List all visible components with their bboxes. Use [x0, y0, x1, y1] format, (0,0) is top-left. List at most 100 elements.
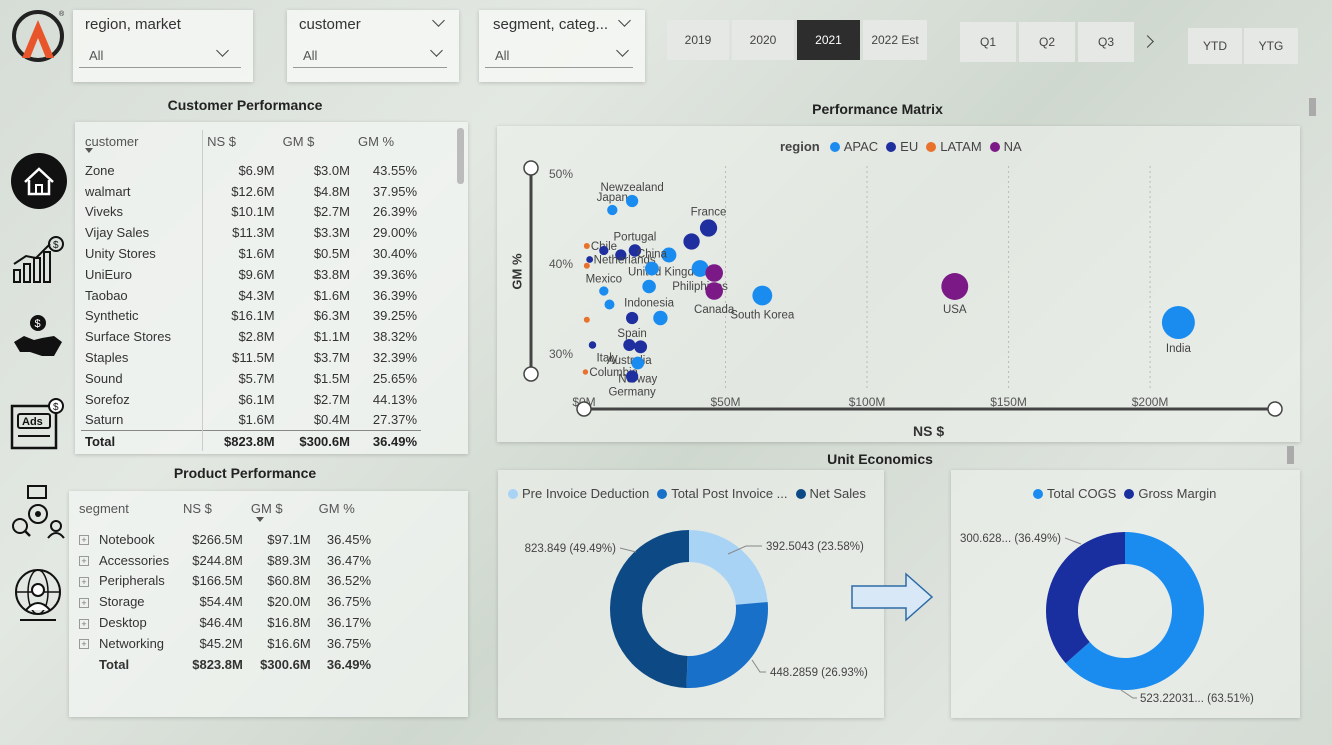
supply-chain-icon[interactable] [10, 484, 65, 540]
scatter-point[interactable] [653, 310, 668, 326]
home-icon[interactable] [10, 152, 67, 209]
table-total-row[interactable]: Total $823.8M $300.6M 36.49% [75, 654, 375, 675]
scatter-point[interactable] [625, 370, 639, 383]
col-header-gm[interactable]: GM $ [282, 134, 315, 149]
quarter-tile-q1[interactable]: Q1 [960, 22, 1016, 62]
year-tile-2020[interactable]: 2020 [732, 20, 794, 60]
legend-label[interactable]: Net Sales [809, 486, 866, 501]
legend-label[interactable]: NA [1003, 139, 1022, 154]
slicer-region-market[interactable]: region, market All [73, 10, 253, 82]
table-row[interactable]: + Desktop $46.4M $16.8M 36.17% [75, 612, 375, 633]
scatter-point[interactable] [634, 340, 648, 354]
year-tile-2019[interactable]: 2019 [667, 20, 729, 60]
legend-label[interactable]: Total COGS [1047, 486, 1117, 501]
expand-plus-icon[interactable]: + [79, 556, 89, 567]
slicer-customer[interactable]: customer All [287, 10, 459, 82]
ytd-tile[interactable]: YTD [1188, 28, 1242, 64]
scatter-point[interactable] [599, 245, 609, 256]
donut-slice[interactable] [686, 601, 768, 688]
legend-label[interactable]: APAC [843, 139, 879, 154]
expand-plus-icon[interactable]: + [79, 535, 89, 546]
scatter-point[interactable] [583, 316, 590, 323]
customer-performance-table[interactable]: customer NS $ GM $ GM % Zone $6.9M $3.0M 43… [75, 122, 468, 454]
chevron-down-icon[interactable] [432, 14, 445, 27]
product-performance-table[interactable]: segment NS $ GM $ GM % + Notebook $266.5M $… [69, 491, 468, 717]
table-row[interactable]: Viveks $10.1M $2.7M 26.39% [81, 201, 421, 223]
donut-slice[interactable] [689, 530, 768, 605]
table-row[interactable]: Saturn $1.6M $0.4M 27.37% [81, 409, 421, 431]
scrollbar[interactable] [1309, 98, 1316, 116]
table-row[interactable]: Taobao $4.3M $1.6M 36.39% [81, 284, 421, 306]
x-slider-handle-right[interactable] [1267, 401, 1283, 417]
col-header-gm[interactable]: GM $ [250, 501, 283, 516]
table-row[interactable]: Surface Stores $2.8M $1.1M 38.32% [81, 326, 421, 348]
table-row[interactable]: walmart $12.6M $4.8M 37.95% [81, 180, 421, 202]
expand-plus-icon[interactable]: + [79, 639, 89, 650]
legend-label[interactable]: Gross Margin [1138, 486, 1217, 501]
col-header-gm-pct[interactable]: GM % [318, 501, 355, 516]
performance-matrix-chart[interactable]: $0M$50M$100M$150M$200M50%40%30%JapanNewz… [497, 126, 1300, 442]
slicer-dropdown[interactable]: All [485, 40, 633, 68]
table-row[interactable]: Zone $6.9M $3.0M 43.55% [81, 160, 421, 181]
table-row[interactable]: Vijay Sales $11.3M $3.3M 29.00% [81, 222, 421, 244]
scrollbar[interactable] [457, 128, 464, 184]
chevron-right-icon[interactable] [1141, 35, 1154, 48]
table-row[interactable]: Unity Stores $1.6M $0.5M 30.40% [81, 243, 421, 264]
scatter-point[interactable] [625, 194, 639, 208]
table-row[interactable]: Synthetic $16.1M $6.3M 39.25% [81, 305, 421, 327]
table-row[interactable]: + Accessories $244.8M $89.3M 36.47% [75, 550, 375, 571]
chevron-down-icon[interactable] [616, 44, 629, 57]
legend-label[interactable]: Pre Invoice Deduction [522, 486, 650, 501]
year-tile-2021[interactable]: 2021 [797, 20, 860, 60]
legend-label[interactable]: Total Post Invoice ... [671, 486, 788, 501]
legend-label[interactable]: LATAM [940, 139, 982, 154]
quarter-tile-q2[interactable]: Q2 [1019, 22, 1075, 62]
scatter-point[interactable] [599, 286, 609, 296]
net-sales-breakdown-donut[interactable]: 392.5043 (23.58%) 448.2859 (26.93%) 823.84… [498, 470, 884, 718]
slicer-segment-category[interactable]: segment, categ... All [479, 10, 645, 82]
expand-plus-icon[interactable]: + [79, 618, 89, 629]
scrollbar[interactable] [1287, 446, 1294, 464]
scatter-point[interactable] [583, 243, 590, 249]
table-row[interactable]: + Peripherals $166.5M $60.8M 36.52% [75, 571, 375, 592]
scatter-point[interactable] [604, 299, 615, 310]
col-header-customer[interactable]: customer [85, 134, 139, 149]
scatter-point[interactable] [623, 339, 636, 351]
col-header-segment[interactable]: segment [79, 501, 129, 516]
col-header-gm-pct[interactable]: GM % [357, 134, 395, 149]
table-row[interactable]: Sound $5.7M $1.5M 25.65% [81, 367, 421, 389]
scatter-point[interactable] [582, 369, 589, 375]
chevron-down-icon[interactable] [430, 44, 443, 57]
x-slider-handle-left[interactable] [576, 401, 592, 417]
scatter-point[interactable] [699, 219, 718, 237]
donut-slice[interactable] [1046, 532, 1125, 664]
chevron-down-icon[interactable] [618, 14, 631, 27]
scatter-point[interactable] [691, 260, 709, 277]
chevron-down-icon[interactable] [216, 44, 229, 57]
donut-slice[interactable] [1065, 532, 1204, 690]
global-user-icon[interactable] [10, 566, 62, 622]
col-header-ns[interactable]: NS $ [183, 501, 212, 516]
scatter-point[interactable] [661, 247, 677, 263]
table-row[interactable]: + Storage $54.4M $20.0M 36.75% [75, 591, 375, 612]
scatter-point[interactable] [586, 256, 594, 263]
table-row[interactable]: + Networking $45.2M $16.6M 36.75% [75, 633, 375, 654]
scatter-point[interactable] [588, 341, 597, 349]
scatter-point[interactable] [705, 264, 723, 282]
scatter-point[interactable] [607, 204, 618, 216]
finance-growth-icon[interactable]: $ [10, 236, 64, 292]
scatter-point[interactable] [615, 249, 627, 261]
scatter-point[interactable] [628, 244, 642, 257]
scatter-point[interactable] [625, 311, 639, 325]
scatter-point[interactable] [1161, 306, 1195, 339]
quarter-tile-q3[interactable]: Q3 [1078, 22, 1134, 62]
table-row[interactable]: Staples $11.5M $3.7M 32.39% [81, 347, 421, 368]
scatter-point[interactable] [642, 279, 656, 294]
expand-plus-icon[interactable]: + [79, 597, 89, 608]
legend-label[interactable]: EU [900, 139, 919, 154]
scatter-point[interactable] [645, 261, 659, 276]
donut-slice[interactable] [610, 530, 689, 688]
ytg-tile[interactable]: YTG [1244, 28, 1298, 64]
scatter-point[interactable] [683, 233, 700, 250]
y-slider-handle-top[interactable] [523, 160, 539, 176]
